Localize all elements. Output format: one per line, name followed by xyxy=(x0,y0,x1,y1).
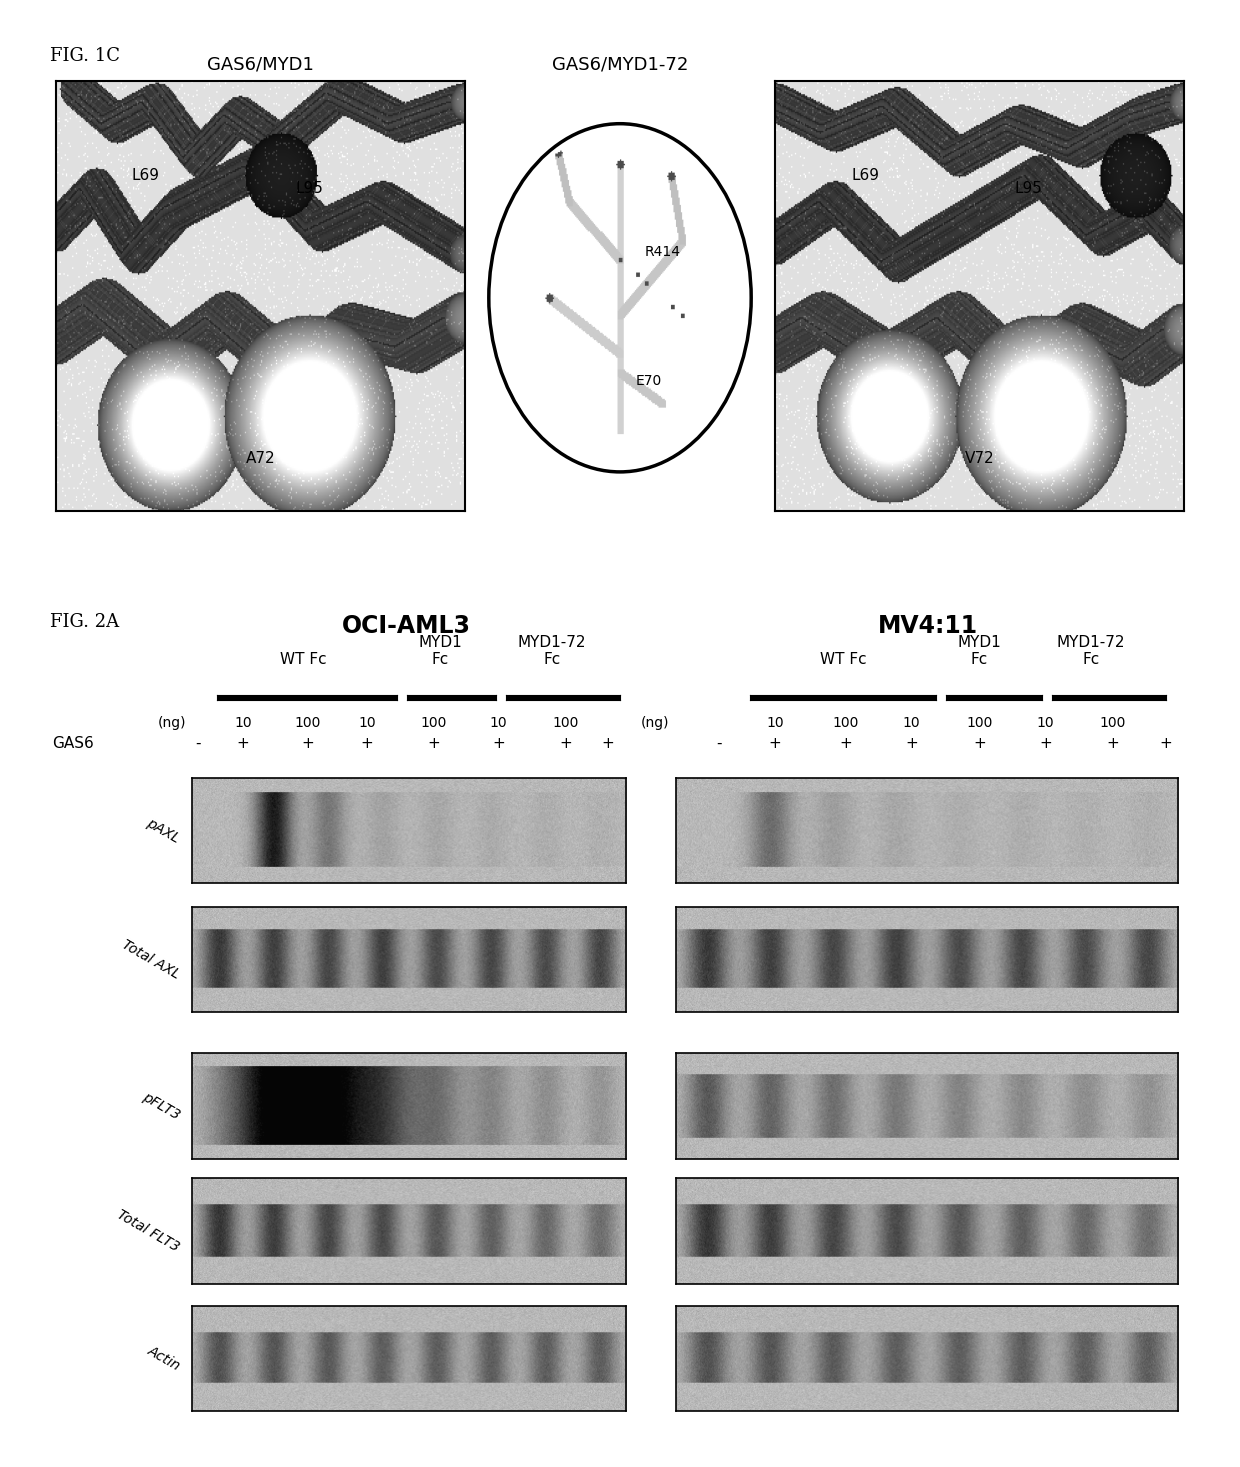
Text: GAS6: GAS6 xyxy=(52,736,94,751)
Text: pAXL: pAXL xyxy=(145,816,182,845)
Text: (ng): (ng) xyxy=(157,716,186,731)
Text: +: + xyxy=(601,736,614,751)
Text: 10: 10 xyxy=(903,716,920,731)
Text: 100: 100 xyxy=(832,716,859,731)
Text: -: - xyxy=(717,736,722,751)
Text: FIG. 2A: FIG. 2A xyxy=(50,613,119,631)
Text: +: + xyxy=(839,736,852,751)
Text: Actin: Actin xyxy=(145,1344,182,1373)
Text: OCI-AML3: OCI-AML3 xyxy=(342,615,471,638)
Text: 100: 100 xyxy=(1099,716,1126,731)
Text: +: + xyxy=(905,736,918,751)
Text: WT Fc: WT Fc xyxy=(820,653,867,667)
Text: +: + xyxy=(1106,736,1118,751)
Text: 10: 10 xyxy=(1037,716,1054,731)
Text: +: + xyxy=(973,736,986,751)
Text: +: + xyxy=(301,736,314,751)
Text: MYD1-72
Fc: MYD1-72 Fc xyxy=(517,635,587,667)
Text: 100: 100 xyxy=(420,716,448,731)
Text: -: - xyxy=(196,736,201,751)
Text: +: + xyxy=(1159,736,1172,751)
Text: MYD1
Fc: MYD1 Fc xyxy=(957,635,1002,667)
Text: V72: V72 xyxy=(965,452,994,467)
Text: Total AXL: Total AXL xyxy=(119,937,182,981)
Text: 10: 10 xyxy=(234,716,252,731)
Text: +: + xyxy=(361,736,373,751)
Text: R414: R414 xyxy=(645,245,681,260)
Text: +: + xyxy=(237,736,249,751)
Text: 100: 100 xyxy=(966,716,993,731)
Text: +: + xyxy=(1039,736,1052,751)
Text: Total FLT3: Total FLT3 xyxy=(115,1207,182,1254)
Text: pFLT3: pFLT3 xyxy=(140,1090,182,1122)
Text: +: + xyxy=(769,736,781,751)
Text: GAS6/MYD1-72: GAS6/MYD1-72 xyxy=(552,56,688,73)
Text: L69: L69 xyxy=(131,167,160,183)
Text: +: + xyxy=(492,736,505,751)
Text: 10: 10 xyxy=(490,716,507,731)
Text: 10: 10 xyxy=(766,716,784,731)
Text: 100: 100 xyxy=(552,716,579,731)
Text: 10: 10 xyxy=(358,716,376,731)
Text: +: + xyxy=(559,736,572,751)
Text: L69: L69 xyxy=(851,167,879,183)
Text: FIG. 1C: FIG. 1C xyxy=(50,47,119,65)
Text: MYD1-72
Fc: MYD1-72 Fc xyxy=(1056,635,1126,667)
Text: E70: E70 xyxy=(635,374,662,389)
Text: L95: L95 xyxy=(295,180,324,195)
Text: 100: 100 xyxy=(294,716,321,731)
Text: MV4:11: MV4:11 xyxy=(878,615,977,638)
Text: +: + xyxy=(428,736,440,751)
Text: L95: L95 xyxy=(1014,180,1043,195)
Text: WT Fc: WT Fc xyxy=(280,653,327,667)
Text: (ng): (ng) xyxy=(641,716,670,731)
Text: GAS6/MYD1: GAS6/MYD1 xyxy=(207,56,314,73)
Text: A72: A72 xyxy=(246,452,275,467)
Text: MYD1
Fc: MYD1 Fc xyxy=(418,635,463,667)
